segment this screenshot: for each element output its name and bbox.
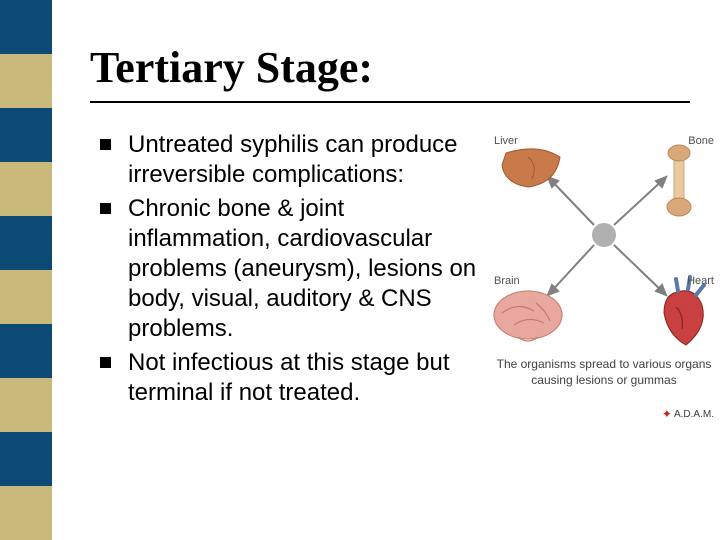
bullet-item: Chronic bone & joint inflammation, cardi… xyxy=(100,194,480,344)
slide-title: Tertiary Stage: xyxy=(90,42,700,93)
sidebar-block xyxy=(0,0,52,54)
sidebar-block xyxy=(0,108,52,162)
credit-text: A.D.A.M. xyxy=(674,409,714,420)
heart-label: Heart xyxy=(687,275,714,287)
sidebar-color-strip xyxy=(0,0,52,540)
sidebar-block xyxy=(0,324,52,378)
brain-label: Brain xyxy=(494,275,520,287)
sidebar-block xyxy=(0,432,52,486)
liver-label: Liver xyxy=(494,135,518,147)
bullet-list: Untreated syphilis can produce irreversi… xyxy=(100,130,480,408)
figure-caption: The organisms spread to various organs c… xyxy=(492,357,716,388)
star-icon: ✦ xyxy=(662,407,672,421)
medical-diagram: Liver Bone Brain Heart The organisms spr… xyxy=(488,135,720,425)
center-hub-icon xyxy=(592,223,616,247)
sidebar-block xyxy=(0,486,52,540)
heart-icon xyxy=(664,277,704,345)
figure-credit: ✦ A.D.A.M. xyxy=(662,407,714,421)
sidebar-block xyxy=(0,216,52,270)
bone-label: Bone xyxy=(688,135,714,147)
brain-icon xyxy=(494,291,562,341)
sidebar-block xyxy=(0,378,52,432)
title-area: Tertiary Stage: xyxy=(90,42,700,103)
sidebar-block xyxy=(0,270,52,324)
sidebar-block xyxy=(0,54,52,108)
content-area: Untreated syphilis can produce irreversi… xyxy=(100,130,480,412)
bullet-item: Not infectious at this stage but termina… xyxy=(100,348,480,408)
title-underline xyxy=(90,101,690,103)
bullet-item: Untreated syphilis can produce irreversi… xyxy=(100,130,480,190)
bone-icon xyxy=(667,145,691,216)
sidebar-block xyxy=(0,162,52,216)
